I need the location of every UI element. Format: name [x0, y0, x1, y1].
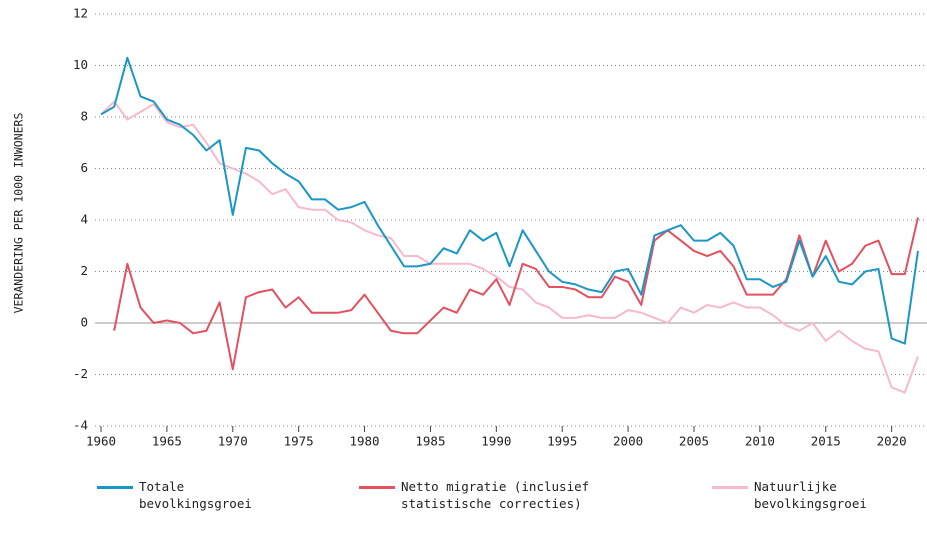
x-tick-label: 2000 — [613, 434, 643, 449]
x-tick-label: 1995 — [547, 434, 577, 449]
legend-item: Natuurlijke bevolkingsgroei — [712, 478, 904, 512]
y-tick-label: 12 — [73, 6, 88, 21]
y-tick-label: 2 — [80, 263, 88, 278]
series-line — [113, 217, 919, 371]
legend-item: Netto migratie (inclusief statistische c… — [359, 478, 616, 512]
x-tick-label: 1975 — [284, 434, 314, 449]
x-tick-label: 2010 — [745, 434, 775, 449]
x-tick-label: 2020 — [877, 434, 907, 449]
legend-swatch — [97, 486, 133, 489]
legend-swatch — [359, 486, 395, 489]
legend-label: Totale bevolkingsgroei — [139, 479, 252, 511]
x-tick-label: 2015 — [811, 434, 841, 449]
chart: VERANDERING PER 1000 INWONERS -4 -2 0 2 4 6 8 1… — [12, 6, 927, 449]
y-tick-label: 8 — [80, 109, 88, 124]
y-tick-label: 4 — [80, 212, 88, 227]
x-tick-label: 1980 — [349, 434, 379, 449]
series-line — [100, 100, 919, 394]
y-tick-label: 10 — [73, 57, 88, 72]
x-tick-label: 1985 — [415, 434, 445, 449]
series-line — [100, 56, 919, 345]
legend-item: Totale bevolkingsgroei — [97, 478, 269, 512]
legend: Totale bevolkingsgroei Netto migratie (in… — [97, 478, 904, 512]
x-tick-label: 1990 — [481, 434, 511, 449]
y-tick-label: -2 — [73, 366, 88, 381]
y-axis-label: VERANDERING PER 1000 INWONERS — [12, 113, 26, 314]
x-tick-label: 1970 — [218, 434, 248, 449]
legend-swatch — [712, 486, 748, 489]
legend-label: Natuurlijke bevolkingsgroei — [754, 479, 867, 511]
x-tick-label: 1960 — [86, 434, 116, 449]
y-tick-label: 0 — [80, 315, 88, 330]
x-tick-label: 1965 — [152, 434, 182, 449]
y-tick-label: 6 — [80, 160, 88, 175]
x-tick-label: 2005 — [679, 434, 709, 449]
y-tick-label: -4 — [73, 418, 88, 433]
legend-label: Netto migratie (inclusief statistische c… — [401, 479, 590, 511]
